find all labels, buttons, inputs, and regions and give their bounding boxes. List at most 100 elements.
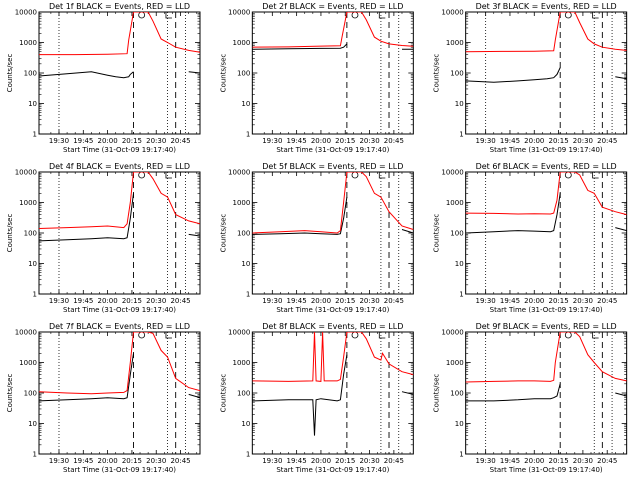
y-tick-label: 10	[455, 260, 464, 268]
y-tick-label: 1000	[233, 359, 251, 367]
y-tick-label: 10000	[228, 9, 250, 17]
chart-panel-6: Det 6f BLACK = Events, RED = LLD 1 10 100 10…	[433, 162, 628, 314]
x-tick-label: 20:00	[524, 137, 544, 145]
series-line-events	[39, 193, 200, 242]
series-line-events	[465, 193, 627, 234]
y-tick-label: 100	[450, 390, 463, 398]
circle-marker	[138, 331, 146, 339]
series-line-lld	[465, 332, 627, 383]
bracket-marker	[592, 172, 599, 179]
y-tick-label: 1	[33, 131, 37, 139]
x-tick-label: 19:45	[73, 297, 93, 305]
y-tick-label: 100	[450, 230, 463, 238]
circle-marker	[564, 11, 572, 19]
x-tick-label: 20:45	[597, 297, 617, 305]
x-tick-label: 20:15	[548, 457, 568, 465]
x-tick-label: 20:00	[98, 297, 118, 305]
x-axis-label: Start Time (31-Oct-09 19:17:40)	[490, 306, 603, 314]
y-tick-label: 1000	[446, 39, 464, 47]
y-axis-label: Counts/sec	[433, 374, 441, 413]
chart-title: Det 8f BLACK = Events, RED = LLD	[262, 322, 403, 331]
y-tick-label: 100	[24, 70, 37, 78]
x-tick-label: 20:30	[359, 457, 379, 465]
y-tick-label: 100	[450, 70, 463, 78]
y-tick-label: 100	[237, 230, 250, 238]
circle-marker	[564, 331, 572, 339]
x-tick-label: 20:00	[98, 137, 118, 145]
x-tick-label: 20:00	[524, 297, 544, 305]
x-tick-label: 20:15	[335, 137, 355, 145]
y-tick-label: 100	[237, 390, 250, 398]
x-tick-label: 20:15	[122, 137, 142, 145]
chart-title: Det 6f BLACK = Events, RED = LLD	[476, 162, 617, 171]
x-tick-label: 20:00	[311, 457, 331, 465]
x-tick-label: 20:45	[597, 137, 617, 145]
y-axis-label: Counts/sec	[219, 374, 227, 413]
series-line-lld	[252, 172, 414, 234]
chart-panel-3: Det 3f BLACK = Events, RED = LLD 1 10 100 10…	[433, 2, 628, 154]
y-tick-label: 1	[459, 451, 463, 459]
chart-panel-5: Det 5f BLACK = Events, RED = LLD 1 10 100 10…	[219, 162, 414, 314]
series-line-lld	[39, 332, 200, 395]
x-tick-label: 19:45	[500, 137, 520, 145]
series-line-events	[39, 71, 200, 79]
series-line-events	[252, 354, 414, 436]
y-tick-label: 10	[28, 100, 37, 108]
chart-title: Det 4f BLACK = Events, RED = LLD	[49, 162, 190, 171]
x-tick-label: 20:15	[335, 297, 355, 305]
x-tick-label: 20:30	[573, 297, 593, 305]
x-tick-label: 19:45	[287, 297, 307, 305]
chart-panel-8: Det 8f BLACK = Events, RED = LLD 1 10 100 10…	[219, 322, 414, 474]
x-tick-label: 19:30	[49, 457, 69, 465]
x-tick-label: 20:30	[146, 137, 166, 145]
x-tick-label: 20:00	[311, 297, 331, 305]
x-tick-label: 19:30	[49, 297, 69, 305]
x-tick-label: 20:45	[170, 457, 190, 465]
series-line-lld	[39, 12, 200, 56]
y-tick-label: 10000	[15, 9, 37, 17]
series-line-events	[252, 197, 414, 235]
circle-marker	[138, 11, 146, 19]
x-tick-label: 20:15	[122, 457, 142, 465]
y-tick-label: 10000	[441, 169, 463, 177]
chart-title: Det 7f BLACK = Events, RED = LLD	[49, 322, 190, 331]
x-tick-label: 20:00	[524, 457, 544, 465]
y-tick-label: 100	[24, 390, 37, 398]
series-line-events	[252, 43, 414, 50]
y-tick-label: 10000	[441, 9, 463, 17]
circle-marker	[564, 171, 572, 179]
chart-panel-2: Det 2f BLACK = Events, RED = LLD 1 10 100 10…	[219, 2, 414, 154]
y-tick-label: 10000	[441, 329, 463, 337]
x-tick-label: 20:45	[170, 137, 190, 145]
series-line-lld	[465, 12, 627, 53]
x-tick-label: 20:00	[98, 457, 118, 465]
chart-title: Det 2f BLACK = Events, RED = LLD	[262, 2, 403, 11]
y-tick-label: 10	[241, 420, 250, 428]
y-axis-label: Counts/sec	[219, 214, 227, 253]
x-tick-label: 20:45	[597, 457, 617, 465]
bracket-marker	[592, 12, 599, 19]
y-tick-label: 10	[455, 420, 464, 428]
x-tick-label: 19:30	[476, 137, 496, 145]
circle-marker	[138, 171, 146, 179]
series-line-lld	[252, 332, 414, 382]
x-tick-label: 19:45	[500, 457, 520, 465]
chart-panel-7: Det 7f BLACK = Events, RED = LLD 1 10 100 10…	[6, 322, 201, 474]
y-axis-label: Counts/sec	[6, 54, 14, 93]
y-tick-label: 1000	[446, 199, 464, 207]
x-tick-label: 20:15	[122, 297, 142, 305]
bracket-marker	[165, 12, 172, 19]
x-axis-label: Start Time (31-Oct-09 19:17:40)	[63, 466, 176, 474]
y-axis-label: Counts/sec	[6, 214, 14, 253]
bracket-marker	[378, 12, 386, 19]
y-tick-label: 10	[241, 100, 250, 108]
x-axis-label: Start Time (31-Oct-09 19:17:40)	[63, 146, 176, 154]
y-tick-label: 1000	[19, 39, 37, 47]
chart-panel-9: Det 9f BLACK = Events, RED = LLD 1 10 100 10…	[433, 322, 628, 474]
y-tick-label: 1000	[233, 39, 251, 47]
chart-title: Det 3f BLACK = Events, RED = LLD	[476, 2, 617, 11]
x-tick-label: 20:15	[548, 137, 568, 145]
y-tick-label: 10	[455, 100, 464, 108]
y-tick-label: 100	[237, 70, 250, 78]
